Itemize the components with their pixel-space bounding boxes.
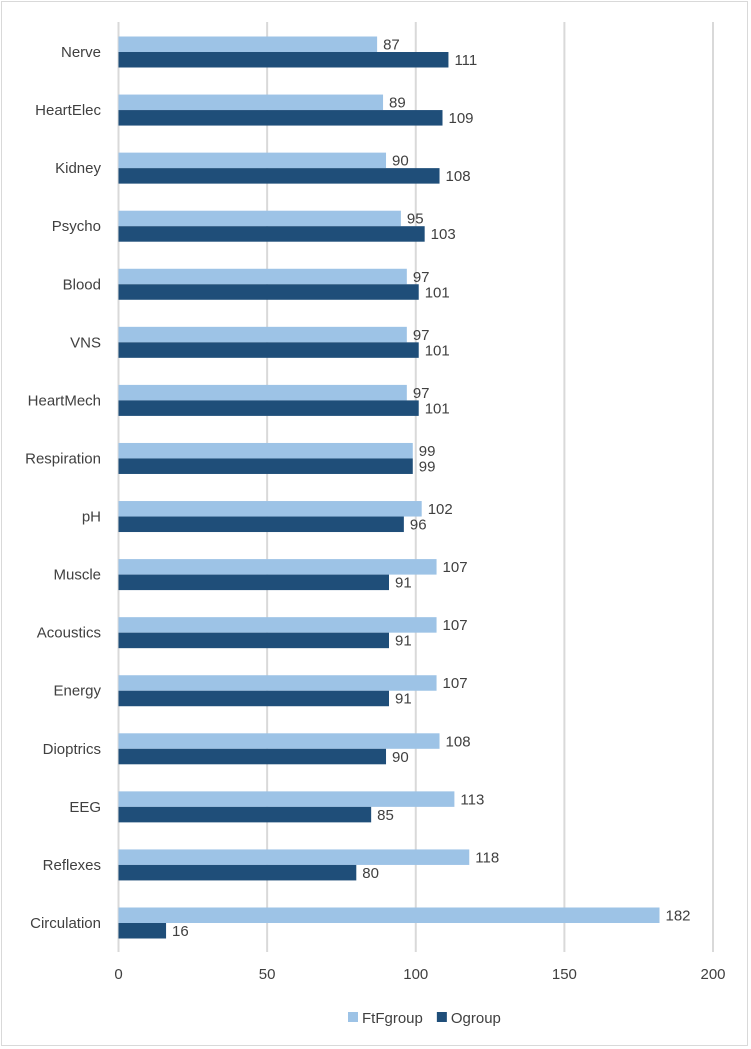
category-label: Blood (63, 276, 101, 293)
data-label: 101 (425, 284, 450, 301)
bar-ftfgroup (118, 617, 437, 633)
data-label: 90 (392, 749, 409, 766)
category-label: Energy (53, 683, 101, 700)
bar-ftfgroup (118, 36, 378, 52)
data-label: 97 (413, 385, 430, 402)
bar-ogroup (118, 923, 167, 939)
bar-ftfgroup (118, 384, 407, 401)
bar-ftfgroup (118, 791, 455, 807)
data-label: 101 (425, 342, 450, 359)
data-label: 111 (454, 52, 477, 69)
x-tick-label: 0 (114, 966, 122, 983)
category-label: VNS (70, 334, 101, 351)
bar-ftfgroup (118, 326, 407, 343)
legend-swatch (436, 1012, 447, 1022)
data-label: 87 (383, 37, 400, 54)
bar-ftfgroup (118, 559, 437, 575)
data-label: 107 (443, 675, 468, 692)
category-label: pH (82, 509, 101, 526)
bar-ogroup (118, 516, 404, 533)
bar-ogroup (118, 690, 389, 707)
data-label: 99 (419, 443, 436, 460)
data-label: 16 (172, 923, 189, 940)
bar-ftfgroup (118, 152, 387, 169)
legend-label: Ogroup (451, 1010, 501, 1027)
category-label: EEG (69, 799, 101, 816)
data-label: 97 (413, 327, 430, 344)
x-tick-label: 50 (259, 966, 276, 983)
category-label: Respiration (25, 450, 101, 467)
bar-ogroup (118, 806, 372, 823)
bar-ogroup (118, 632, 389, 649)
data-label: 99 (419, 458, 436, 475)
bar-ftfgroup (118, 210, 401, 227)
data-label: 113 (460, 791, 484, 808)
category-label: Dioptrics (43, 741, 101, 758)
data-label: 108 (446, 733, 471, 750)
data-label: 182 (665, 908, 690, 925)
data-label: 97 (413, 269, 430, 286)
category-label: Circulation (30, 915, 101, 932)
data-label: 91 (395, 691, 412, 708)
category-label: Reflexes (43, 857, 101, 874)
data-label: 118 (475, 849, 499, 866)
legend-label: FtFgroup (362, 1010, 423, 1027)
category-label: Psycho (52, 218, 101, 235)
data-label: 101 (425, 400, 450, 417)
bar-ogroup (118, 168, 440, 184)
data-label: 91 (395, 633, 412, 650)
data-label: 103 (431, 226, 456, 243)
data-label: 95 (407, 211, 424, 228)
x-tick-label: 100 (403, 966, 428, 983)
data-label: 107 (443, 559, 468, 576)
bar-ftfgroup (118, 501, 422, 517)
data-label: 90 (392, 153, 409, 170)
bar-ogroup (118, 110, 443, 126)
data-label: 80 (362, 865, 379, 882)
bar-ftfgroup (118, 268, 407, 285)
bar-ftfgroup (118, 907, 660, 923)
data-label: 91 (395, 575, 412, 592)
bar-ogroup (118, 284, 419, 300)
bar-ftfgroup (118, 849, 470, 865)
bar-ogroup (118, 458, 413, 474)
data-label: 107 (443, 617, 468, 634)
data-label: 85 (377, 807, 394, 824)
bar-ogroup (118, 226, 425, 242)
category-label: Acoustics (37, 625, 101, 642)
x-tick-label: 150 (552, 966, 577, 983)
x-tick-label: 200 (700, 966, 725, 983)
bar-ftfgroup (118, 733, 440, 749)
bar-ftfgroup (118, 675, 437, 691)
bar-ogroup (118, 574, 389, 591)
data-label: 89 (389, 95, 406, 112)
bar-ogroup (118, 864, 357, 881)
category-label: Kidney (55, 160, 101, 177)
data-label: 102 (428, 501, 453, 518)
bar-ogroup (118, 748, 387, 765)
data-label: 109 (449, 110, 474, 127)
category-label: Nerve (61, 44, 101, 61)
data-label: 108 (446, 168, 471, 185)
category-label: HeartElec (35, 102, 101, 119)
bar-ftfgroup (118, 94, 384, 111)
bar-ftfgroup (118, 442, 413, 459)
category-label: HeartMech (28, 392, 101, 409)
bar-ogroup (118, 400, 419, 416)
data-label: 96 (410, 517, 427, 534)
legend-swatch (348, 1012, 358, 1022)
bar-ogroup (118, 52, 449, 68)
bar-ogroup (118, 342, 419, 358)
category-label: Muscle (53, 567, 101, 584)
